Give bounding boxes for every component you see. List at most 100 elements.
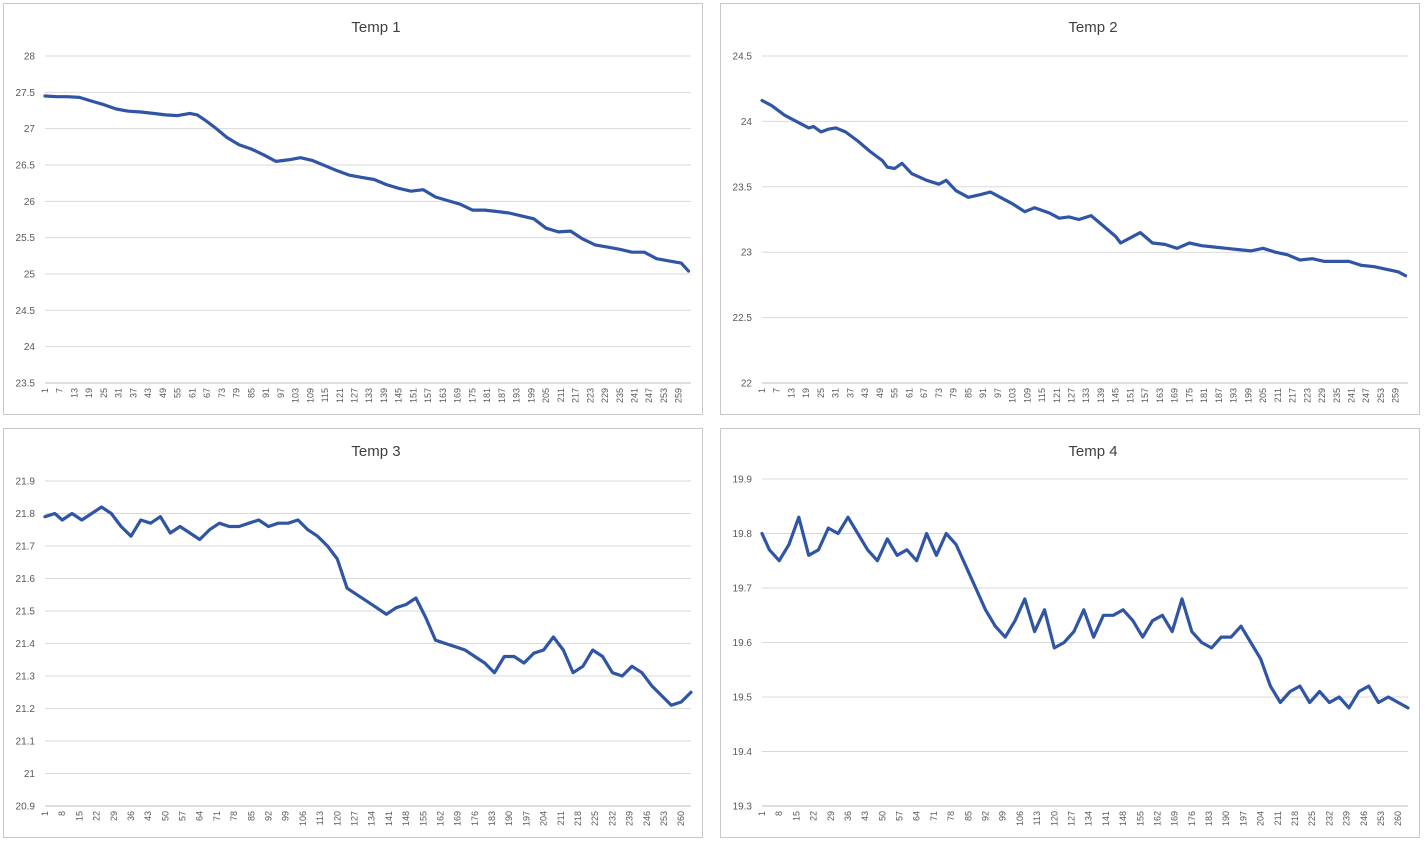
x-tick-label: 71 — [212, 811, 222, 821]
x-tick-label: 22 — [809, 811, 819, 821]
x-tick-label: 134 — [1084, 811, 1094, 826]
x-tick-label: 1 — [40, 388, 50, 393]
chart-panel-temp-1: Temp 1 23.5 24 24.5 25 25.5 26 26.5 27 27.5 28 1 7 13… — [3, 3, 703, 415]
x-tick-label: 37 — [845, 388, 855, 398]
y-tick-label: 27 — [24, 124, 36, 135]
y-tick-label: 21.6 — [16, 574, 36, 585]
y-tick-label: 24 — [24, 342, 36, 353]
x-tick-label: 113 — [1032, 811, 1042, 825]
x-tick-label: 103 — [291, 388, 301, 403]
x-tick-label: 73 — [934, 388, 944, 398]
series-line — [760, 515, 1410, 710]
x-tick-label: 217 — [1288, 388, 1298, 403]
x-tick-label: 31 — [831, 388, 841, 398]
x-tick-label: 121 — [335, 388, 345, 403]
x-tick-label: 106 — [298, 811, 308, 826]
x-tick-label: 190 — [504, 811, 514, 826]
x-tick-label: 247 — [644, 388, 654, 403]
x-tick-label: 232 — [1324, 811, 1334, 826]
y-tick-label: 20.9 — [16, 802, 36, 813]
x-tick-label: 197 — [521, 811, 531, 826]
y-tick-label: 19.3 — [733, 802, 753, 813]
x-tick-label: 176 — [1187, 811, 1197, 826]
x-tick-label: 139 — [1096, 388, 1106, 403]
x-tick-label: 253 — [1376, 388, 1386, 403]
x-tick-label: 25 — [816, 388, 826, 398]
x-tick-label: 139 — [379, 388, 389, 403]
x-tick-label: 239 — [1342, 811, 1352, 826]
x-tick-label: 169 — [1170, 388, 1180, 403]
x-tick-label: 55 — [890, 388, 900, 398]
x-tick-label: 79 — [949, 388, 959, 398]
x-tick-label: 211 — [1273, 388, 1283, 402]
x-tick-label: 29 — [109, 811, 119, 821]
x-tick-label: 57 — [895, 811, 905, 821]
chart-title: Temp 3 — [351, 443, 400, 460]
x-tick-label: 211 — [1273, 811, 1283, 825]
x-tick-label: 67 — [919, 388, 929, 398]
x-tick-label: 8 — [57, 811, 67, 816]
y-tick-label: 23 — [741, 248, 753, 259]
x-tick-label: 92 — [264, 811, 274, 821]
x-tick-label: 175 — [467, 388, 477, 403]
y-tick-label: 19.7 — [733, 584, 753, 595]
x-tick-label: 49 — [158, 388, 168, 398]
x-tick-label: 50 — [160, 811, 170, 821]
x-tick-label: 92 — [981, 811, 991, 821]
x-tick-label: 1 — [757, 388, 767, 393]
y-tick-label: 21 — [24, 769, 36, 780]
x-tick-label: 229 — [1317, 388, 1327, 403]
y-tick-label: 27.5 — [16, 88, 36, 99]
x-tick-label: 115 — [1037, 388, 1047, 402]
x-tick-label: 141 — [384, 811, 394, 826]
x-tick-label: 199 — [526, 388, 536, 403]
y-tick-label: 25.5 — [16, 233, 36, 244]
x-tick-label: 205 — [541, 388, 551, 403]
y-tick-label: 23.5 — [16, 379, 36, 390]
x-tick-label: 225 — [1307, 811, 1317, 826]
x-tick-label: 109 — [1022, 388, 1032, 403]
chart-temp-2: Temp 2 22 22.5 23 23.5 24 24.5 1 7 13 19 25 31 37 43 49… — [733, 19, 1408, 403]
x-tick-label: 133 — [364, 388, 374, 403]
x-tick-label: 85 — [246, 811, 256, 821]
x-tick-label: 235 — [615, 388, 625, 403]
y-tick-label: 21.3 — [16, 672, 36, 683]
x-tick-label: 187 — [497, 388, 507, 403]
chart-temp-3: Temp 3 20.9 21 21.1 21.2 21.3 21.4 21.5 21.6 21.7… — [16, 443, 693, 826]
x-tick-label: 232 — [607, 811, 617, 826]
x-tick-label: 239 — [625, 811, 635, 826]
x-tick-label: 97 — [993, 388, 1003, 398]
y-tick-label: 26 — [24, 197, 36, 208]
x-tick-label: 155 — [418, 811, 428, 826]
x-tick-label: 183 — [487, 811, 497, 826]
y-tick-label: 24.5 — [16, 306, 36, 317]
x-tick-label: 148 — [401, 811, 411, 826]
x-tick-label: 259 — [674, 388, 684, 403]
x-tick-label: 211 — [556, 811, 566, 825]
y-tick-label: 19.6 — [733, 638, 753, 649]
chart-temp-4: Temp 4 19.3 19.4 19.5 19.6 19.7 19.8 19.9 1 8 15 22… — [733, 443, 1410, 826]
x-tick-label: 64 — [912, 811, 922, 821]
x-tick-label: 181 — [1199, 388, 1209, 403]
x-tick-label: 85 — [963, 811, 973, 821]
x-tick-label: 163 — [438, 388, 448, 403]
x-tick-label: 162 — [435, 811, 445, 826]
x-tick-label: 217 — [571, 388, 581, 403]
x-tick-label: 223 — [585, 388, 595, 403]
chart-title: Temp 2 — [1068, 19, 1117, 36]
x-tick-label: 148 — [1118, 811, 1128, 826]
y-tick-label: 21.7 — [16, 542, 36, 553]
x-tick-label: 78 — [946, 811, 956, 821]
x-tick-label: 85 — [246, 388, 256, 398]
chart-panel-temp-3: Temp 3 20.9 21 21.1 21.2 21.3 21.4 21.5 21.6 21.7… — [3, 428, 703, 838]
x-tick-label: 7 — [772, 388, 782, 393]
x-tick-label: 190 — [1221, 811, 1231, 826]
x-tick-label: 151 — [408, 388, 418, 403]
x-tick-label: 36 — [843, 811, 853, 821]
x-tick-label: 121 — [1052, 388, 1062, 403]
x-tick-label: 103 — [1008, 388, 1018, 403]
x-tick-label: 64 — [195, 811, 205, 821]
x-tick-label: 204 — [1256, 811, 1266, 826]
x-tick-label: 61 — [904, 388, 914, 398]
x-tick-label: 259 — [1391, 388, 1401, 403]
